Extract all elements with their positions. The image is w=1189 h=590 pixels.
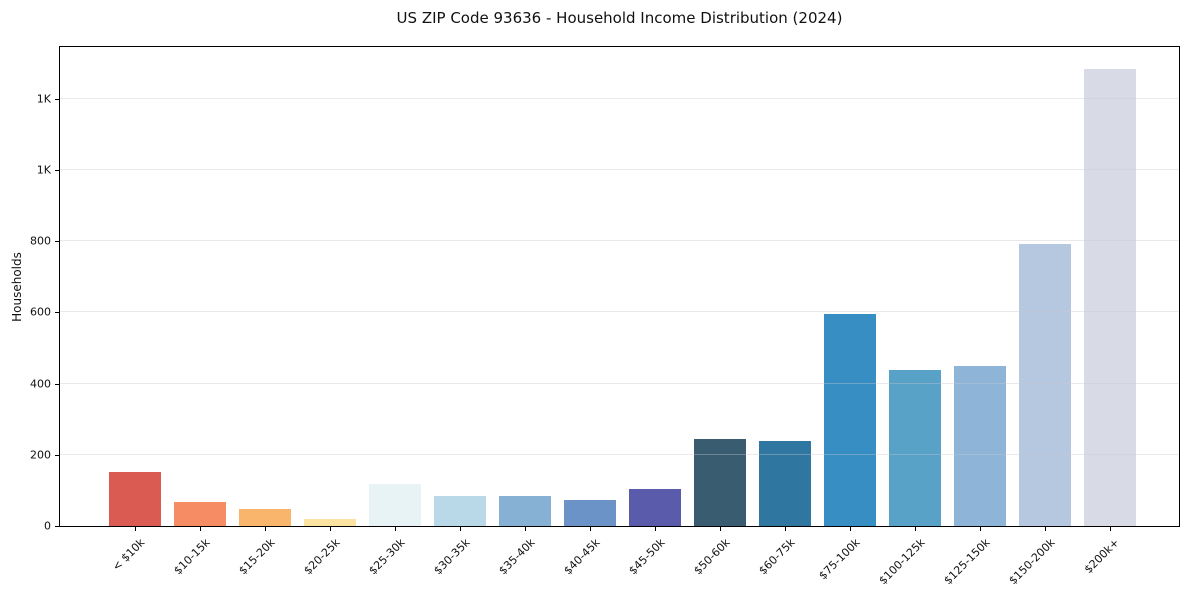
x-tick-label: $15-20k (235, 536, 278, 578)
x-tick-mark (720, 527, 721, 531)
x-tick-mark (460, 527, 461, 531)
x-tick-mark (200, 527, 201, 531)
gridline-1200 (60, 97, 1179, 99)
y-tick-label: 0 (44, 519, 51, 533)
gridline-200 (60, 453, 1179, 455)
x-tick-mark (785, 527, 786, 531)
bar-$45-50k (629, 488, 681, 526)
y-tick-label: 200 (30, 448, 51, 462)
y-tick-mark (55, 241, 59, 243)
y-tick-label: 1K (36, 92, 51, 106)
x-tick-mark (850, 527, 851, 531)
x-tick-label: $20-25k (300, 536, 343, 578)
x-tick-label: $10-15k (170, 536, 213, 578)
bar-$10-15k (174, 501, 226, 526)
bar-$75-100k (824, 314, 876, 526)
y-tick-mark (55, 312, 59, 314)
x-tick-label: $35-40k (495, 536, 538, 578)
x-tick-mark (135, 527, 136, 531)
x-tick-label: $60-75k (755, 536, 798, 578)
x-tick-label: $45-50k (625, 536, 668, 578)
gridline-1000 (60, 168, 1179, 170)
x-tick-mark (590, 527, 591, 531)
y-tick-mark (55, 169, 59, 171)
bar-$125-150k (954, 366, 1006, 526)
x-tick-mark (980, 527, 981, 531)
y-tick-label: 400 (30, 377, 51, 391)
x-tick-label: $40-45k (560, 536, 603, 578)
x-tick-mark (265, 527, 266, 531)
bar-$15-20k (239, 508, 291, 526)
y-tick-label: 800 (30, 234, 51, 248)
y-tick-label: 1K (36, 163, 51, 177)
x-tick-label: $150-200k (1006, 536, 1058, 588)
y-tick-mark (55, 98, 59, 100)
y-tick-label: 600 (30, 305, 51, 319)
bar-$30-35k (434, 496, 486, 526)
bar-$100-125k (889, 370, 941, 526)
x-tick-label: $50-60k (690, 536, 733, 578)
bar-$20-25k (304, 518, 356, 526)
x-tick-label: $25-30k (365, 536, 408, 578)
x-tick-label: $30-35k (430, 536, 473, 578)
y-tick-mark (55, 454, 59, 456)
x-tick-label: < $10k (109, 536, 148, 574)
bar-$60-75k (759, 441, 811, 526)
y-tick-mark (55, 383, 59, 385)
x-tick-label: $100-125k (876, 536, 928, 588)
gridline-800 (60, 240, 1179, 242)
x-tick-mark (330, 527, 331, 531)
bar-$35-40k (499, 495, 551, 526)
bar-$40-45k (564, 499, 616, 526)
x-tick-mark (655, 527, 656, 531)
x-tick-mark (1110, 527, 1111, 531)
x-tick-mark (915, 527, 916, 531)
x-tick-label: $75-100k (815, 536, 863, 583)
bar-$25-30k (369, 484, 421, 526)
x-tick-mark (1045, 527, 1046, 531)
bar-< $10k (109, 472, 161, 526)
bar-$150-200k (1019, 244, 1071, 526)
bar-$50-60k (694, 439, 746, 526)
x-tick-label: $200k+ (1082, 536, 1123, 577)
x-tick-mark (395, 527, 396, 531)
x-tick-mark (525, 527, 526, 531)
y-tick-mark (55, 526, 59, 527)
chart-title: US ZIP Code 93636 - Household Income Dis… (396, 9, 843, 27)
gridline-600 (60, 311, 1179, 313)
x-tick-label: $125-150k (941, 536, 993, 588)
bar-$200k+ (1084, 68, 1136, 526)
gridline-400 (60, 382, 1179, 384)
plot-area (59, 46, 1180, 527)
